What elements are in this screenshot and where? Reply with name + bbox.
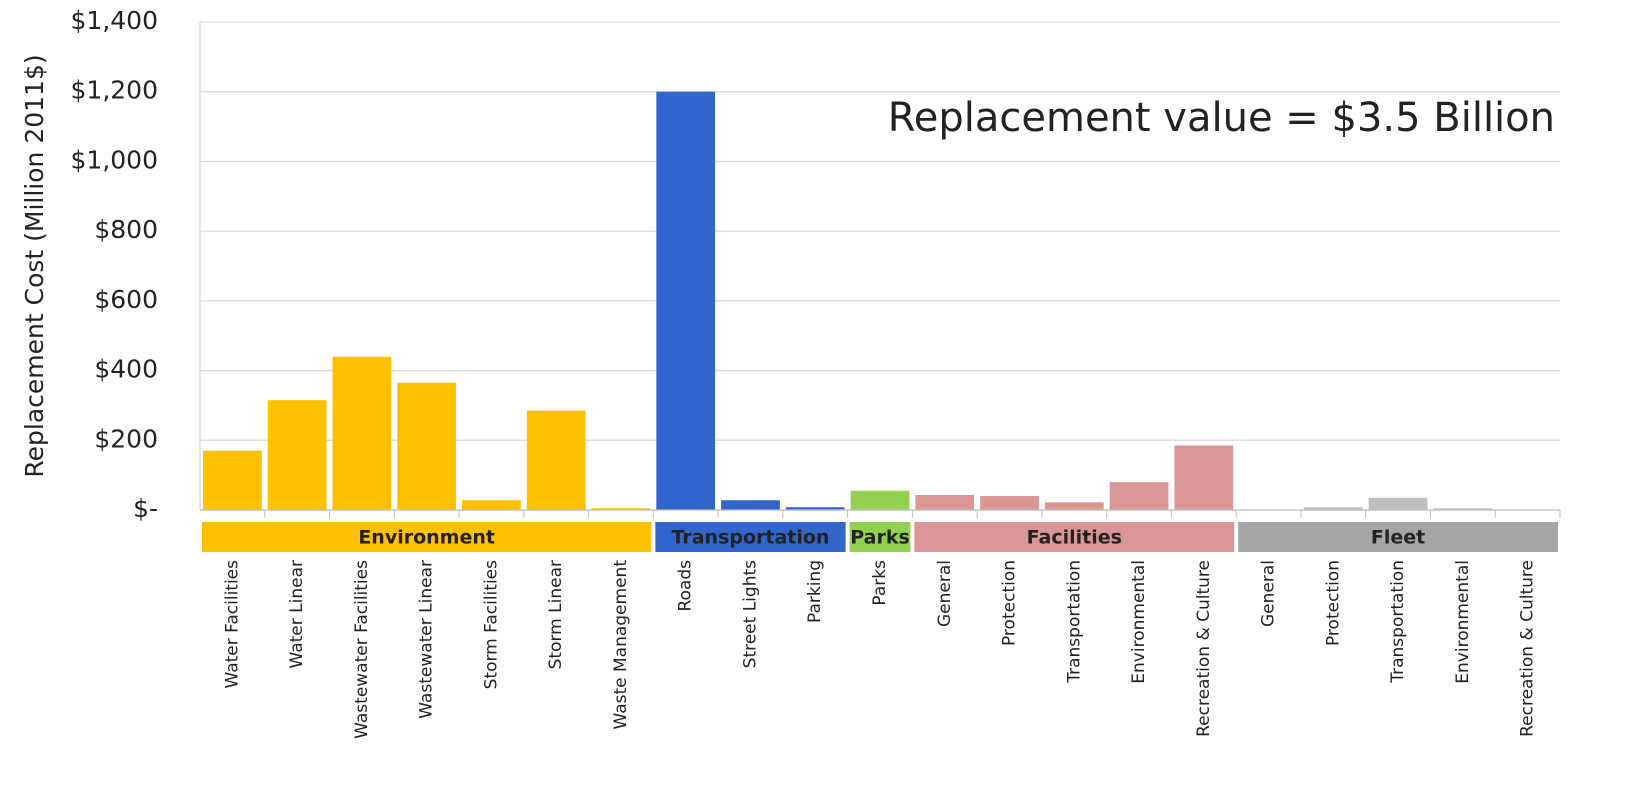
group-label: Parks <box>850 527 910 549</box>
y-tick-label: $600 <box>94 285 158 314</box>
group-label: Fleet <box>1371 527 1425 549</box>
x-tick-label: Environmental <box>1129 560 1149 684</box>
bar <box>332 356 392 510</box>
x-tick-label: Transportation <box>1388 560 1408 684</box>
group-label: Facilities <box>1027 527 1122 549</box>
bar <box>526 410 586 510</box>
x-tick-label: Storm Linear <box>546 560 566 669</box>
x-tick-label: Street Lights <box>740 560 760 668</box>
bar <box>656 91 716 510</box>
group-label: Transportation <box>671 527 829 549</box>
group-band <box>1238 522 1558 552</box>
x-tick-label: Water Linear <box>287 560 307 669</box>
x-tick-label: Protection <box>1323 560 1343 646</box>
group-band <box>202 522 652 552</box>
x-tick-label: Recreation & Culture <box>1518 560 1538 737</box>
y-tick-label: $1,000 <box>71 145 158 174</box>
y-tick-label: $- <box>133 494 158 523</box>
x-tick-label: Roads <box>676 560 696 612</box>
bar <box>721 500 780 510</box>
group-band <box>914 522 1235 552</box>
bar <box>1303 507 1363 510</box>
y-tick-label: $800 <box>94 215 158 244</box>
bar <box>1109 482 1169 510</box>
bar <box>203 450 262 510</box>
x-tick-label: Recreation & Culture <box>1194 560 1214 737</box>
x-tick-label: Water Facilities <box>222 560 242 689</box>
x-tick-label: Wastewater Linear <box>417 560 437 719</box>
bar <box>1044 502 1104 510</box>
bar <box>1368 497 1428 510</box>
bar <box>462 500 521 510</box>
x-tick-label: Wastewater Facilities <box>352 560 372 739</box>
x-tick-label: General <box>1259 560 1279 627</box>
x-tick-label: Protection <box>1000 560 1020 646</box>
bar <box>915 495 975 510</box>
bar <box>980 496 1039 510</box>
group-label: Environment <box>358 527 495 549</box>
x-tick-label: Environmental <box>1453 560 1473 684</box>
x-tick-label: Parks <box>870 560 890 606</box>
x-tick-label: Transportation <box>1064 560 1084 684</box>
x-tick-label: Waste Management <box>611 560 631 730</box>
group-band <box>655 522 846 552</box>
bar <box>591 508 651 510</box>
bar <box>1174 445 1234 510</box>
y-axis-label: Replacement Cost (Million 2011$) <box>20 54 49 477</box>
group-band <box>849 522 911 552</box>
x-tick-label: Parking <box>805 560 825 623</box>
y-tick-label: $200 <box>94 424 158 453</box>
y-tick-label: $1,400 <box>71 6 158 35</box>
bar <box>1433 508 1493 510</box>
y-tick-label: $400 <box>94 355 158 384</box>
bar <box>267 400 327 510</box>
x-tick-label: Storm Facilities <box>481 560 501 690</box>
bar <box>397 382 457 510</box>
bar <box>785 507 845 510</box>
x-tick-label: General <box>935 560 955 627</box>
bar <box>850 490 910 510</box>
annotation: Replacement value = $3.5 Billion <box>888 95 1555 141</box>
y-tick-label: $1,200 <box>71 76 158 105</box>
